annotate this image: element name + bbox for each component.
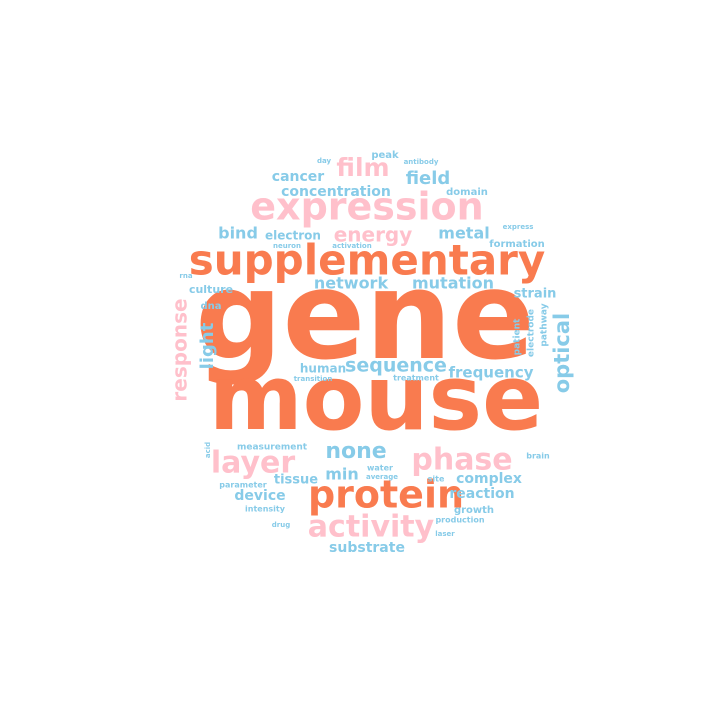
word-bind: bind bbox=[218, 224, 258, 243]
word-dna: dna bbox=[200, 301, 221, 312]
word-site: site bbox=[428, 475, 445, 484]
word-peak: peak bbox=[371, 150, 399, 161]
word-complex: complex bbox=[456, 471, 522, 487]
word-mouse: mouse bbox=[209, 346, 543, 451]
word-none: none bbox=[325, 439, 386, 464]
word-pathway: pathway bbox=[540, 303, 550, 346]
word-patient: patient bbox=[513, 318, 523, 355]
word-energy: energy bbox=[334, 223, 413, 247]
word-min: min bbox=[325, 465, 359, 484]
word-acid: acid bbox=[204, 442, 212, 458]
word-activation: activation bbox=[332, 242, 371, 250]
word-growth: growth bbox=[454, 505, 494, 516]
word-antibody: antibody bbox=[404, 158, 439, 166]
word-sequence: sequence bbox=[345, 355, 447, 377]
word-tissue: tissue bbox=[274, 473, 318, 488]
word-electron: electron bbox=[265, 229, 321, 243]
word-rna: rna bbox=[179, 272, 192, 280]
word-domain: domain bbox=[446, 187, 488, 198]
word-culture: culture bbox=[189, 283, 233, 296]
word-frequency: frequency bbox=[448, 364, 533, 382]
word-day: day bbox=[317, 157, 332, 165]
word-parameter: parameter bbox=[219, 481, 266, 490]
word-strain: strain bbox=[514, 287, 557, 302]
word-average: average bbox=[366, 473, 398, 481]
word-phase: phase bbox=[411, 443, 512, 478]
word-express: express bbox=[503, 223, 534, 231]
word-formation: formation bbox=[489, 239, 545, 250]
word-activity: activity bbox=[308, 510, 435, 545]
word-drug: drug bbox=[272, 521, 290, 529]
word-optical: optical bbox=[550, 313, 574, 394]
word-production: production bbox=[435, 516, 484, 525]
word-neuron: neuron bbox=[273, 242, 301, 250]
word-reaction: reaction bbox=[449, 486, 514, 502]
word-measurement: measurement bbox=[237, 443, 308, 453]
word-expression: expression bbox=[250, 185, 483, 229]
word-water: water bbox=[367, 464, 393, 473]
word-substrate: substrate bbox=[329, 540, 405, 556]
word-layer: layer bbox=[211, 446, 296, 481]
word-mutation: mutation bbox=[412, 274, 494, 293]
word-device: device bbox=[234, 488, 285, 504]
word-human: human bbox=[300, 362, 346, 376]
word-brain: brain bbox=[526, 452, 550, 461]
word-transition: transition bbox=[294, 375, 333, 383]
word-field: field bbox=[406, 168, 451, 189]
word-light: light bbox=[197, 322, 218, 369]
word-electrode: electrode bbox=[527, 309, 537, 357]
word-film: film bbox=[336, 153, 389, 182]
word-concentration: concentration bbox=[281, 184, 391, 200]
word-protein: protein bbox=[308, 473, 464, 517]
word-treatment: treatment bbox=[393, 374, 439, 383]
word-intensity: intensity bbox=[245, 505, 286, 514]
word-network: network bbox=[314, 274, 389, 293]
word-laser: laser bbox=[435, 530, 455, 538]
word-gene: gene bbox=[195, 245, 535, 387]
word-metal: metal bbox=[438, 224, 489, 243]
word-supplementary: supplementary bbox=[189, 236, 546, 285]
word-cancer: cancer bbox=[272, 169, 325, 185]
word-response: response bbox=[168, 298, 192, 401]
